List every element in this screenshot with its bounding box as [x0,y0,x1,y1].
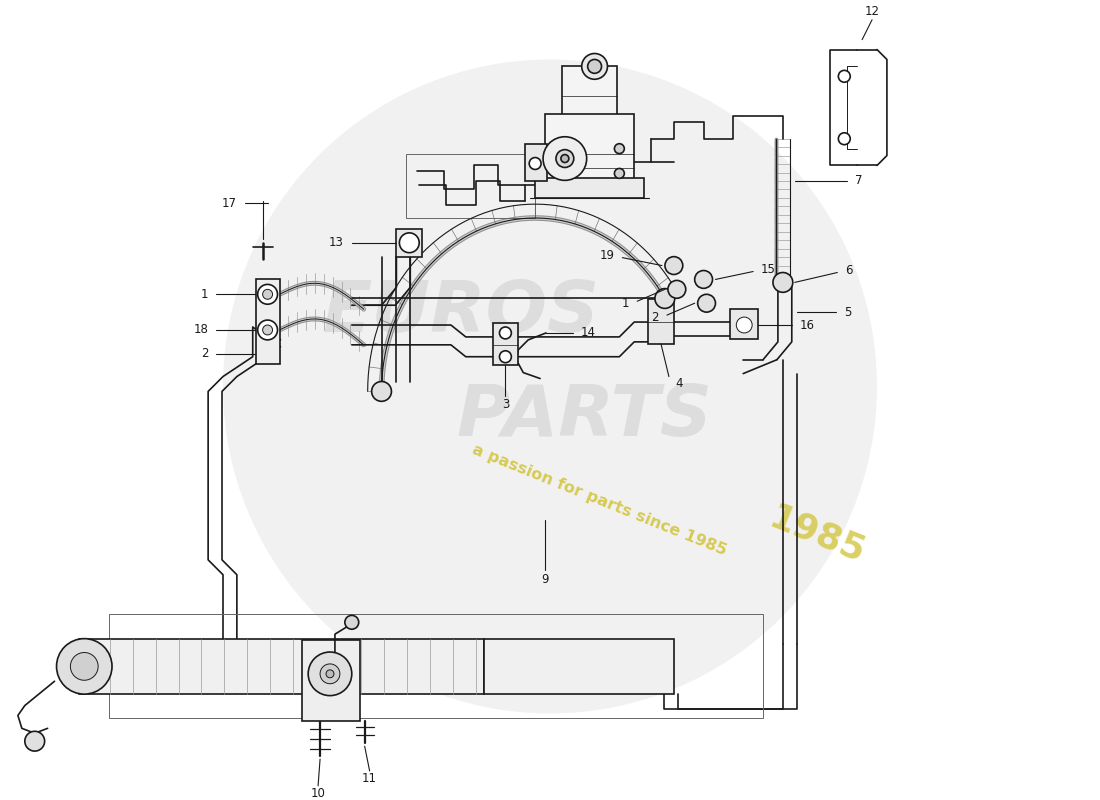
Bar [648,299,674,344]
Text: 17: 17 [222,197,236,210]
Circle shape [556,150,574,167]
Text: 6: 6 [845,264,853,277]
Circle shape [499,350,512,362]
Circle shape [615,169,625,178]
Circle shape [263,325,273,335]
Circle shape [582,54,607,79]
Bar [535,178,645,198]
Text: 2: 2 [651,310,659,323]
Circle shape [320,664,340,684]
Bar [484,639,674,694]
Circle shape [543,137,586,180]
Circle shape [654,289,674,309]
Circle shape [223,59,877,714]
Circle shape [372,382,392,402]
Circle shape [615,144,625,154]
Circle shape [257,284,277,304]
Bar [396,229,422,257]
Circle shape [399,233,419,253]
Text: 11: 11 [362,772,377,786]
Circle shape [25,731,45,751]
Circle shape [308,652,352,696]
Text: 7: 7 [855,174,862,187]
Bar [255,279,280,364]
Circle shape [56,638,112,694]
Bar [493,323,518,365]
Text: 10: 10 [310,787,326,800]
Text: 3: 3 [502,398,509,410]
Text: 2: 2 [200,347,208,360]
Text: 14: 14 [581,326,596,339]
Text: 5: 5 [845,306,851,318]
Text: 15: 15 [761,263,776,276]
Circle shape [499,327,512,339]
Circle shape [736,317,752,333]
Circle shape [257,320,277,340]
Circle shape [838,133,850,145]
Circle shape [561,154,569,162]
Text: 12: 12 [865,6,880,18]
Text: 19: 19 [600,249,615,262]
Bar [79,639,484,694]
Circle shape [697,294,715,312]
Circle shape [326,670,334,678]
Text: 16: 16 [800,318,815,331]
Circle shape [838,70,850,82]
Circle shape [695,270,713,288]
Text: 9: 9 [541,573,549,586]
Text: PARTS: PARTS [456,382,713,450]
Circle shape [344,615,359,630]
Bar [302,640,360,722]
Bar [525,144,547,182]
Text: 13: 13 [329,236,344,250]
Circle shape [263,290,273,299]
Circle shape [587,59,602,74]
Text: 1: 1 [621,297,629,310]
Bar [406,154,535,218]
Text: 4: 4 [675,377,683,390]
Circle shape [70,653,98,680]
Text: 1985: 1985 [764,501,870,570]
Text: a passion for parts since 1985: a passion for parts since 1985 [470,442,729,558]
Circle shape [529,158,541,170]
Text: 1: 1 [200,288,208,301]
Text: 18: 18 [194,323,208,337]
Text: EUROS: EUROS [322,278,600,346]
Circle shape [664,257,683,274]
Bar [544,114,635,182]
Bar [730,309,758,339]
Bar [109,614,763,718]
Circle shape [668,281,685,298]
Circle shape [773,273,793,292]
Bar [562,66,617,116]
